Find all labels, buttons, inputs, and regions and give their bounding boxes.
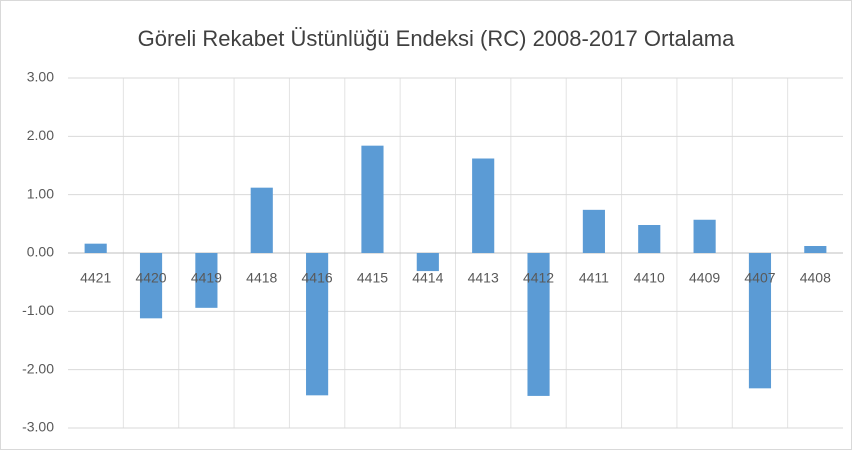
x-tick-label: 4415 <box>357 270 388 286</box>
x-tick-label: 4416 <box>302 270 333 286</box>
bar <box>195 253 218 308</box>
x-tick-label: 4420 <box>135 270 166 286</box>
y-tick-label: 1.00 <box>27 185 54 201</box>
bar <box>306 253 329 396</box>
x-tick-label: 4407 <box>744 270 775 286</box>
x-tick-label: 4413 <box>468 270 499 286</box>
x-tick-label: 4408 <box>800 270 831 286</box>
x-tick-label: 4410 <box>634 270 665 286</box>
y-tick-label: 0.00 <box>27 244 54 260</box>
x-tick-label: 4419 <box>191 270 222 286</box>
y-tick-label: 2.00 <box>27 127 54 143</box>
bar <box>250 187 273 253</box>
bar <box>582 209 605 253</box>
y-tick-label: 3.00 <box>27 69 54 85</box>
bar <box>139 253 163 319</box>
y-tick-label: -2.00 <box>22 360 54 376</box>
x-tick-label: 4409 <box>689 270 720 286</box>
chart-title: Göreli Rekabet Üstünlüğü Endeksi (RC) 20… <box>138 26 736 51</box>
bar <box>693 219 716 253</box>
y-tick-label: -1.00 <box>22 302 54 318</box>
bar <box>638 225 661 253</box>
bar <box>84 243 107 253</box>
x-tick-label: 4412 <box>523 270 554 286</box>
x-tick-label: 4411 <box>579 270 609 286</box>
bar <box>361 145 384 253</box>
bar <box>416 253 439 272</box>
x-tick-label: 4414 <box>412 270 443 286</box>
y-tick-label: -3.00 <box>22 419 54 435</box>
bar <box>472 158 495 253</box>
bar <box>527 253 550 396</box>
x-tick-label: 4418 <box>246 270 277 286</box>
bar <box>804 246 827 253</box>
bar <box>748 253 772 389</box>
x-tick-label: 4421 <box>80 270 111 286</box>
